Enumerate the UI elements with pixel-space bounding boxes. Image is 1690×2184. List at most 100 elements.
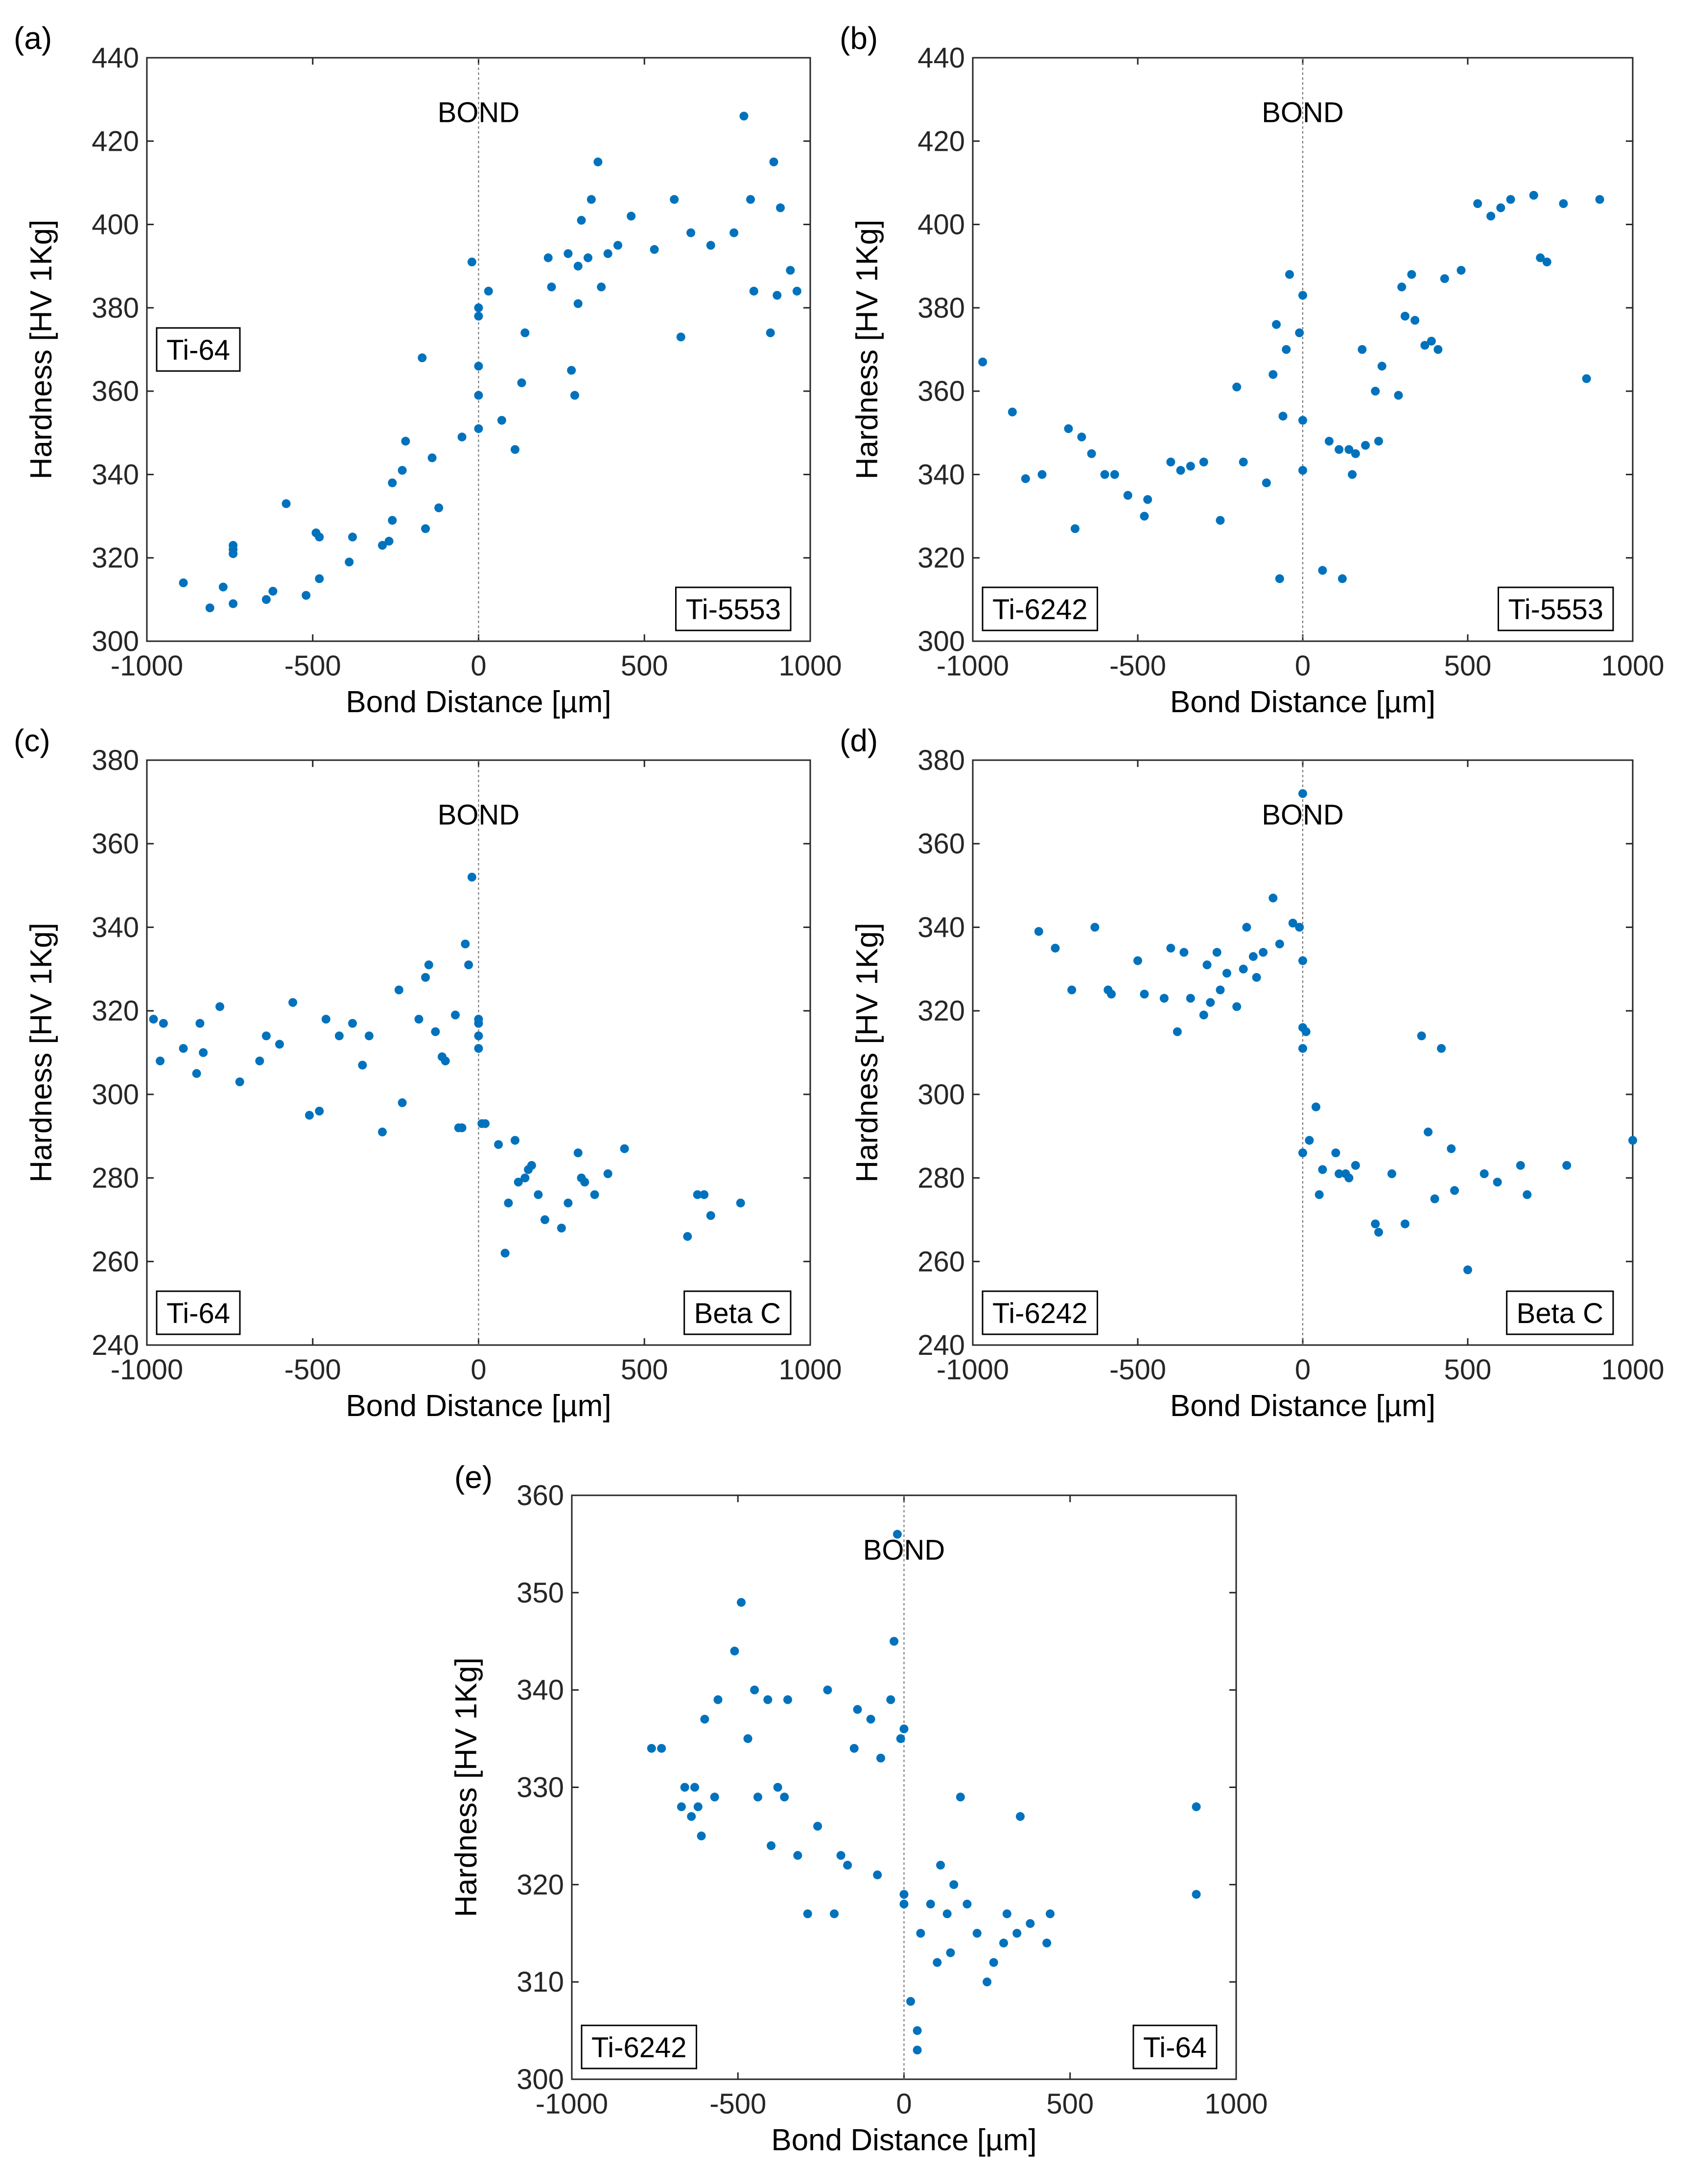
data-point [378, 541, 387, 550]
data-point [613, 241, 623, 250]
panel-label: (e) [454, 1460, 493, 1495]
data-point [1371, 387, 1380, 396]
data-point [892, 1530, 902, 1539]
data-point [1090, 923, 1100, 932]
x-axis-label: Bond Distance [µm] [1170, 1389, 1435, 1423]
data-point [647, 1743, 656, 1753]
data-point [302, 591, 311, 600]
data-point [457, 432, 467, 441]
right-material-box [683, 1290, 792, 1335]
data-point [650, 245, 659, 254]
x-tick-label: -500 [284, 650, 341, 682]
data-point [899, 1890, 909, 1899]
data-point [1298, 416, 1307, 425]
data-point [983, 1977, 992, 1987]
data-point [414, 1015, 423, 1024]
right-material-box-text: Ti-64 [1143, 2032, 1207, 2064]
data-point [1212, 948, 1221, 957]
data-point [1248, 952, 1258, 961]
data-point [1166, 944, 1175, 953]
data-point [563, 1198, 573, 1208]
y-tick-label: 310 [516, 1966, 564, 1998]
data-point [729, 228, 739, 237]
data-point [1427, 336, 1436, 346]
data-point [603, 1169, 612, 1179]
data-point [1311, 1102, 1320, 1112]
data-point [697, 1831, 706, 1840]
data-point [936, 1860, 945, 1870]
data-point [567, 366, 576, 375]
data-point [315, 1107, 324, 1115]
data-point [706, 241, 715, 250]
data-point [218, 582, 228, 592]
data-point [378, 1127, 387, 1137]
x-tick-label: -500 [1109, 650, 1166, 682]
data-point [783, 1695, 793, 1704]
right-material-box [1497, 586, 1614, 631]
data-point [1166, 457, 1175, 466]
data-point [1358, 345, 1367, 354]
y-tick-label: 340 [92, 459, 139, 490]
data-point [474, 303, 483, 312]
y-tick-label: 420 [92, 125, 139, 157]
data-point [853, 1705, 862, 1714]
data-point [1338, 574, 1347, 583]
data-point [1064, 424, 1073, 433]
data-point [451, 1010, 460, 1020]
data-point [261, 1031, 271, 1041]
data-point [547, 282, 556, 292]
data-point [1272, 320, 1281, 329]
left-material-box-text: Ti-6242 [591, 2032, 687, 2064]
x-tick-label: 500 [1046, 2088, 1094, 2120]
data-point [1298, 789, 1307, 798]
data-point [876, 1753, 886, 1763]
x-axis-label: Bond Distance [µm] [771, 2123, 1036, 2157]
data-point [199, 1048, 208, 1057]
data-point [687, 1812, 696, 1821]
y-tick-label: 240 [917, 1329, 965, 1361]
y-tick-label: 320 [92, 542, 139, 574]
left-material-box [156, 327, 241, 372]
x-tick-label: 0 [1295, 650, 1311, 682]
x-tick-label: -1000 [536, 2088, 608, 2120]
data-point [484, 286, 493, 296]
panel-label: (a) [14, 21, 52, 56]
data-point [896, 1734, 905, 1743]
data-point [1268, 370, 1278, 379]
x-tick-label: -500 [709, 2088, 766, 2120]
y-axis-label: Hardness [HV 1Kg] [850, 220, 884, 480]
data-point [1394, 391, 1403, 400]
data-point [1318, 1165, 1327, 1174]
data-point [913, 2026, 922, 2035]
data-point [627, 211, 636, 221]
data-point [1285, 270, 1294, 279]
data-point [315, 533, 324, 542]
data-point [1473, 199, 1482, 208]
y-tick-label: 320 [92, 995, 139, 1027]
data-point [1496, 203, 1505, 212]
data-point [693, 1190, 702, 1199]
data-point [813, 1822, 822, 1831]
data-point [773, 1783, 782, 1792]
left-material-box-text: Ti-64 [166, 334, 230, 366]
panel-a: (a) -1000 -500 0 500 1000 300 320 340 360 380 400 42… [14, 21, 842, 719]
data-point [261, 595, 271, 604]
data-point [700, 1190, 709, 1199]
data-point [866, 1715, 875, 1724]
data-point [229, 599, 238, 608]
data-point [1176, 465, 1185, 475]
data-point [195, 1019, 205, 1028]
data-point [1275, 939, 1284, 949]
data-point [1479, 1169, 1489, 1179]
data-point [543, 253, 553, 262]
data-point [1400, 1219, 1409, 1229]
data-point [421, 524, 430, 534]
data-point [886, 1695, 895, 1704]
data-point [179, 578, 188, 587]
data-point [1173, 1027, 1182, 1036]
data-point [803, 1909, 812, 1918]
data-point [597, 282, 606, 292]
data-point [657, 1743, 666, 1753]
y-tick-label: 300 [92, 626, 139, 657]
data-point [1026, 1919, 1035, 1928]
